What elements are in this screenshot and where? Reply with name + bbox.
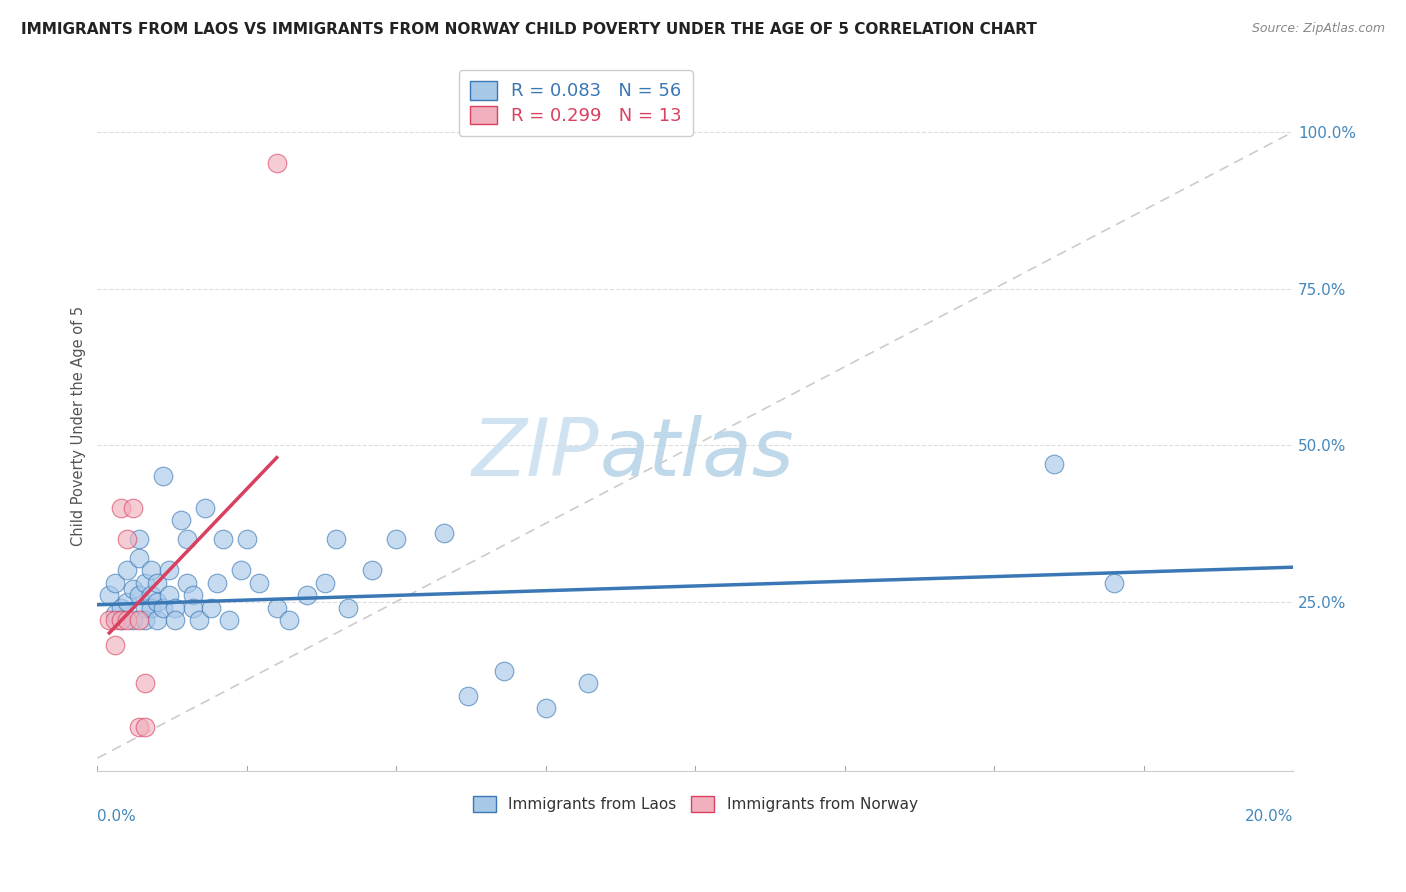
Point xyxy=(98,614,121,628)
Point xyxy=(110,500,132,515)
Point xyxy=(314,575,336,590)
Point xyxy=(457,689,479,703)
Point xyxy=(152,600,174,615)
Point xyxy=(115,594,138,608)
Point xyxy=(134,614,156,628)
Point xyxy=(110,614,132,628)
Point xyxy=(146,614,169,628)
Point xyxy=(115,532,138,546)
Y-axis label: Child Poverty Under the Age of 5: Child Poverty Under the Age of 5 xyxy=(72,306,86,547)
Point xyxy=(385,532,408,546)
Text: 0.0%: 0.0% xyxy=(97,808,136,823)
Point xyxy=(212,532,235,546)
Text: ZIP: ZIP xyxy=(472,415,599,493)
Point xyxy=(157,588,180,602)
Point xyxy=(104,639,127,653)
Point xyxy=(141,588,163,602)
Point xyxy=(115,614,138,628)
Point xyxy=(104,614,127,628)
Point xyxy=(194,500,217,515)
Point xyxy=(152,469,174,483)
Point xyxy=(218,614,240,628)
Point xyxy=(141,563,163,577)
Point xyxy=(122,614,145,628)
Point xyxy=(200,600,222,615)
Point xyxy=(128,532,150,546)
Point xyxy=(361,563,384,577)
Point xyxy=(134,575,156,590)
Point xyxy=(576,676,599,690)
Point xyxy=(134,720,156,734)
Point xyxy=(295,588,318,602)
Point xyxy=(104,607,127,622)
Point xyxy=(266,600,288,615)
Point xyxy=(266,156,288,170)
Point xyxy=(492,664,515,678)
Point xyxy=(205,575,228,590)
Point xyxy=(157,563,180,577)
Point xyxy=(128,550,150,565)
Point xyxy=(181,600,204,615)
Point xyxy=(170,513,193,527)
Point xyxy=(534,701,557,715)
Text: 20.0%: 20.0% xyxy=(1244,808,1294,823)
Point xyxy=(146,575,169,590)
Point xyxy=(141,600,163,615)
Point xyxy=(115,563,138,577)
Text: IMMIGRANTS FROM LAOS VS IMMIGRANTS FROM NORWAY CHILD POVERTY UNDER THE AGE OF 5 : IMMIGRANTS FROM LAOS VS IMMIGRANTS FROM … xyxy=(21,22,1038,37)
Point xyxy=(277,614,299,628)
Point xyxy=(247,575,270,590)
Point xyxy=(128,720,150,734)
Legend: Immigrants from Laos, Immigrants from Norway: Immigrants from Laos, Immigrants from No… xyxy=(467,790,924,818)
Point xyxy=(433,525,456,540)
Point xyxy=(229,563,252,577)
Point xyxy=(165,614,187,628)
Point xyxy=(128,614,150,628)
Point xyxy=(181,588,204,602)
Point xyxy=(1102,575,1125,590)
Point xyxy=(1043,457,1066,471)
Point xyxy=(122,582,145,596)
Point xyxy=(188,614,211,628)
Point xyxy=(134,676,156,690)
Point xyxy=(134,600,156,615)
Point xyxy=(176,532,198,546)
Point xyxy=(165,600,187,615)
Point xyxy=(337,600,360,615)
Point xyxy=(122,500,145,515)
Point xyxy=(176,575,198,590)
Point xyxy=(98,588,121,602)
Point xyxy=(110,600,132,615)
Text: atlas: atlas xyxy=(599,415,794,493)
Point xyxy=(325,532,347,546)
Point xyxy=(128,588,150,602)
Point xyxy=(146,594,169,608)
Text: Source: ZipAtlas.com: Source: ZipAtlas.com xyxy=(1251,22,1385,36)
Point xyxy=(110,614,132,628)
Point xyxy=(104,575,127,590)
Point xyxy=(236,532,259,546)
